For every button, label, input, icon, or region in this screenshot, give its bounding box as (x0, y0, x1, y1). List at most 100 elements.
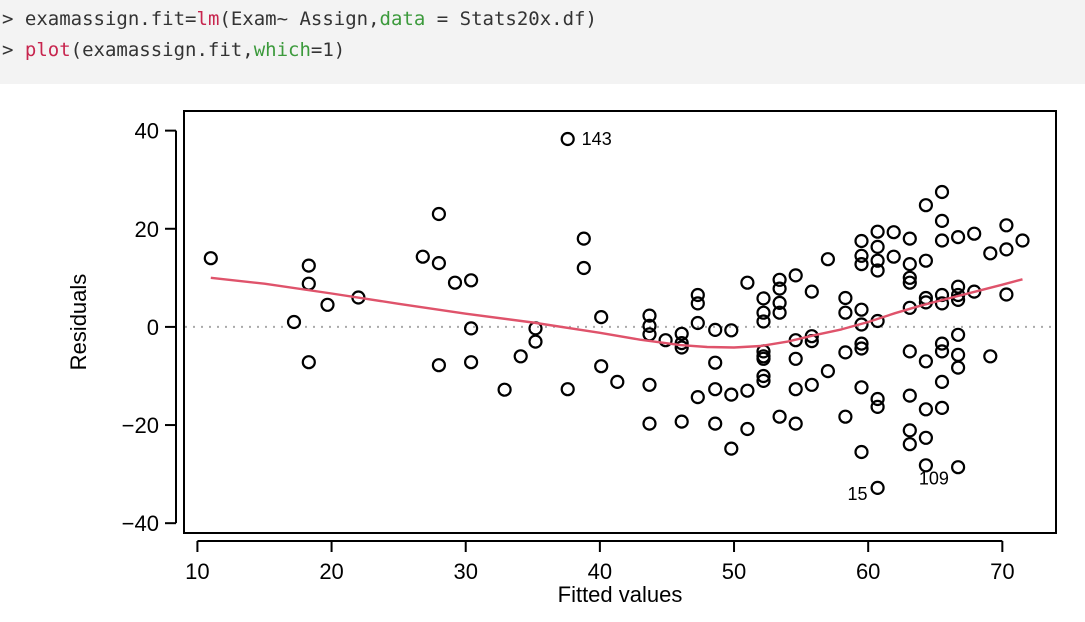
console-line-1: > examassign.fit=lm(Exam~ Assign,data = … (0, 4, 1085, 35)
points-layer (203, 131, 1030, 495)
point-labels-layer: 143 15 109 (582, 129, 949, 504)
data-point (708, 322, 723, 337)
data-point (674, 336, 689, 351)
console-arg-name: data (379, 8, 426, 30)
x-axis: 10 20 30 40 50 60 70 (185, 540, 1015, 584)
data-point (301, 276, 316, 291)
point-label: 143 (582, 129, 612, 149)
data-point (902, 231, 917, 246)
data-point (902, 423, 917, 438)
data-point (934, 344, 950, 359)
data-point (870, 253, 885, 268)
console-object: examassign.fit (24, 8, 186, 30)
data-point (708, 355, 723, 370)
data-point (854, 336, 869, 351)
console-close-paren: ) (333, 39, 346, 61)
data-point (934, 184, 950, 200)
console-args-rest: = Stats20x.df) (425, 8, 597, 30)
data-point (431, 358, 446, 373)
data-point (756, 291, 771, 306)
data-point (772, 272, 787, 287)
data-point (934, 233, 950, 248)
data-point (674, 340, 689, 355)
data-point (497, 382, 512, 397)
data-point (772, 295, 787, 310)
data-point (999, 218, 1014, 233)
data-point (870, 224, 885, 239)
data-point (886, 225, 901, 240)
data-point (674, 414, 689, 429)
data-point (934, 213, 950, 228)
smooth-line-layer (210, 276, 1023, 349)
console-arg-value: 1 (322, 39, 334, 61)
data-point (934, 296, 950, 311)
console-function: lm (196, 8, 220, 30)
x-tick-label: 30 (453, 559, 477, 584)
console-operator: = (185, 8, 197, 30)
data-point (724, 387, 739, 402)
data-point (756, 314, 771, 329)
data-point (838, 290, 853, 306)
data-point (772, 281, 787, 296)
data-point (610, 374, 625, 389)
console-arg-name: which (253, 39, 311, 61)
data-point (464, 355, 479, 370)
y-axis: −40 −20 0 20 40 (122, 119, 177, 536)
data-point (756, 305, 771, 320)
data-point (674, 326, 689, 341)
data-point (594, 359, 609, 374)
data-point (708, 382, 723, 397)
console-function: plot (24, 39, 71, 61)
data-point (870, 480, 885, 495)
data-point (934, 400, 950, 415)
y-tick-label: −20 (122, 413, 159, 438)
x-tick-label: 60 (856, 559, 880, 584)
data-point (301, 355, 316, 370)
point-label: 109 (919, 468, 949, 488)
console-operator: = (310, 39, 323, 61)
data-point (642, 327, 657, 342)
data-point (902, 437, 917, 452)
data-point (642, 318, 657, 333)
data-point (918, 430, 934, 445)
console-args: (Exam~ Assign, (219, 8, 380, 30)
data-point (431, 206, 446, 222)
data-point (902, 344, 917, 359)
y-axis-label: Residuals (66, 274, 91, 371)
data-point (690, 287, 705, 303)
data-point (918, 253, 934, 268)
data-point (464, 321, 479, 336)
data-point (854, 248, 869, 263)
data-point (788, 268, 803, 283)
data-point (772, 409, 787, 424)
data-point (642, 308, 657, 323)
data-point (642, 416, 657, 431)
data-point (576, 260, 591, 276)
data-point (950, 360, 966, 375)
data-point (756, 368, 771, 384)
data-point (576, 231, 591, 246)
data-point (934, 374, 950, 389)
y-tick-label: 40 (135, 119, 159, 144)
y-tick-label: 0 (147, 315, 159, 340)
data-point (918, 458, 934, 473)
plot-frame (183, 110, 1057, 534)
data-point (447, 275, 463, 290)
data-point (950, 327, 966, 342)
data-point (690, 390, 705, 405)
x-tick-label: 20 (319, 559, 343, 584)
data-point (690, 315, 705, 331)
data-point (838, 409, 853, 424)
data-point (560, 131, 575, 147)
data-point (854, 341, 869, 356)
data-point (513, 349, 528, 364)
y-tick-label: −40 (122, 511, 159, 536)
data-point (950, 292, 966, 307)
data-point (788, 351, 803, 366)
data-point (642, 377, 657, 392)
data-point (870, 391, 885, 407)
data-point (967, 226, 982, 241)
data-point (886, 249, 901, 264)
console-output: > examassign.fit=lm(Exam~ Assign,data = … (0, 0, 1085, 84)
data-point (820, 252, 836, 267)
